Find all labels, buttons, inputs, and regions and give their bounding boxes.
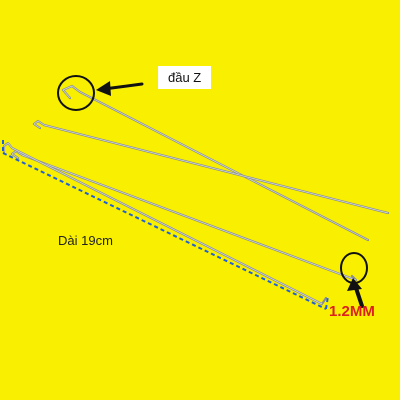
z-end-label: đầu Z xyxy=(158,66,212,89)
push-rod-3 xyxy=(10,149,358,282)
diameter-arrow-icon xyxy=(347,278,364,308)
diameter-label: 1.2MM xyxy=(329,303,375,320)
length-label: Dài 19cm xyxy=(58,233,113,248)
push-rod-1 xyxy=(61,84,370,242)
length-dimension-line xyxy=(2,140,329,310)
push-rod-4 xyxy=(2,141,328,306)
z-end-marker-circle xyxy=(57,75,95,111)
z-end-arrow-icon xyxy=(96,81,144,96)
push-rod-2 xyxy=(32,119,390,215)
